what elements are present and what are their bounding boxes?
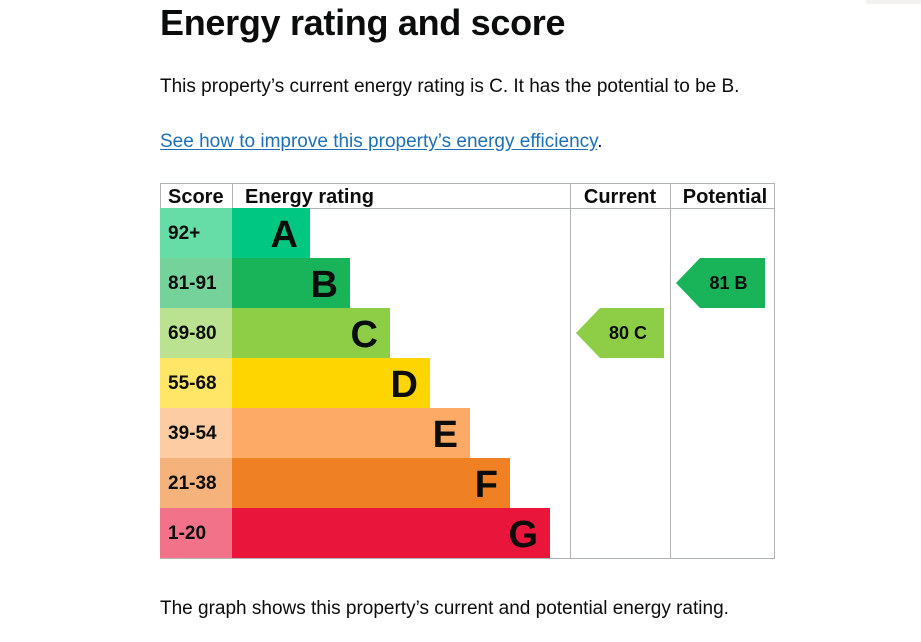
rating-summary: This property’s current energy rating is… [160, 76, 740, 97]
rating-letter-f: F [475, 464, 498, 506]
score-range-d: 55-68 [168, 373, 217, 394]
potential-rating-label: 81 B [709, 273, 747, 293]
rating-markers: 80 C 81 B [576, 258, 765, 358]
rating-letter-d: D [391, 364, 418, 406]
rating-bar-b [232, 258, 350, 308]
rating-bar-d [232, 358, 430, 408]
rating-bar-a [232, 208, 310, 258]
score-range-f: 21-38 [168, 473, 217, 494]
rating-bar-f [232, 458, 510, 508]
rating-letter-b: B [311, 264, 338, 306]
rating-bands: 92+ A 81-91 B 69-80 C 55-68 D 39-54 E 21-38 F 1-20 G [160, 208, 550, 558]
score-range-b: 81-91 [168, 273, 217, 294]
current-rating-label: 80 C [609, 323, 647, 343]
rating-letter-e: E [433, 414, 458, 456]
graph-caption: The graph shows this property’s current … [160, 598, 729, 619]
header-score: Score [168, 186, 224, 208]
potential-rating-arrow [676, 258, 765, 308]
improve-efficiency-link[interactable]: See how to improve this property’s energ… [160, 131, 598, 152]
link-suffix: . [597, 131, 603, 152]
top-corner-tab [866, 0, 921, 4]
page-title: Energy rating and score [160, 2, 566, 43]
score-cell-c [160, 308, 232, 358]
rating-bar-c [232, 308, 390, 358]
graph-headers: Score Energy rating Current Potential [168, 186, 767, 208]
rating-letter-g: G [508, 514, 538, 556]
current-rating-arrow [576, 308, 664, 358]
score-range-e: 39-54 [168, 423, 217, 444]
rating-bar-g [232, 508, 550, 558]
score-cell-a [160, 208, 232, 258]
score-cell-d [160, 358, 232, 408]
score-cell-b [160, 258, 232, 308]
header-energy-rating: Energy rating [245, 186, 374, 208]
rating-letter-c: C [351, 314, 378, 356]
score-range-c: 69-80 [168, 323, 217, 344]
score-cell-f [160, 458, 232, 508]
header-potential: Potential [683, 186, 767, 208]
score-range-a: 92+ [168, 223, 200, 244]
score-cell-e [160, 408, 232, 458]
header-current: Current [584, 186, 657, 208]
improve-link-line: See how to improve this property’s energ… [160, 129, 603, 154]
score-cell-g [160, 508, 232, 558]
rating-bar-e [232, 408, 470, 458]
score-range-g: 1-20 [168, 523, 206, 544]
rating-letter-a: A [271, 214, 298, 256]
